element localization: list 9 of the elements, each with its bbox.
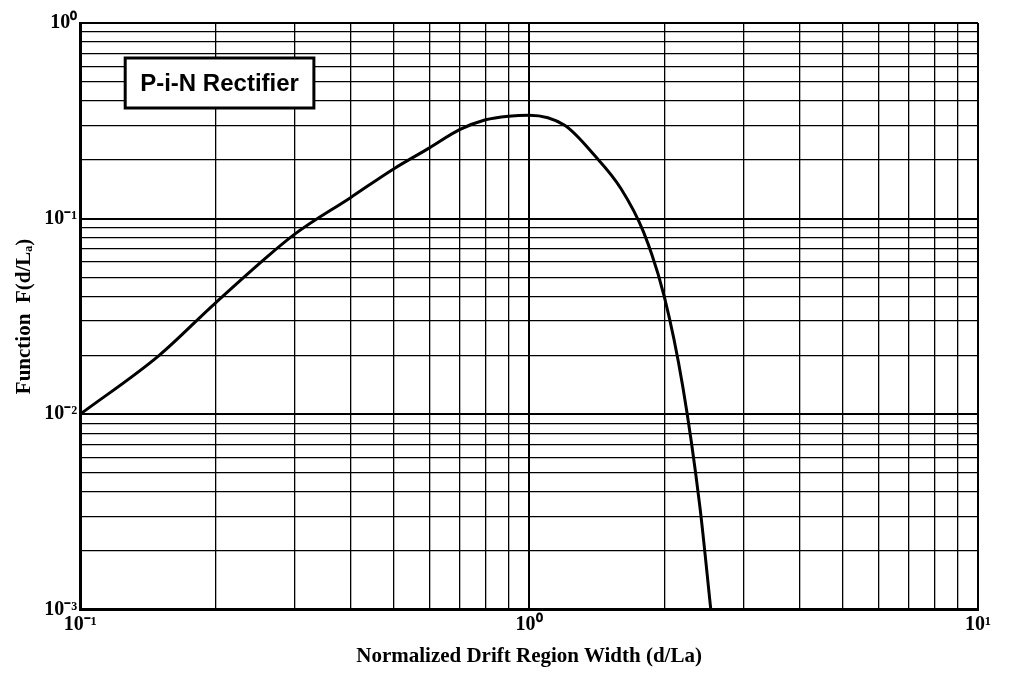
x-axis-title: Normalized Drift Region Width (d/La) [356, 642, 702, 667]
y-tick-label: 10⁰ [50, 10, 78, 33]
y-tick-label: 10⁻² [44, 401, 78, 424]
y-axis-title: Function F(d/Lₐ) [11, 238, 36, 395]
x-tick-label: 10¹ [965, 611, 991, 634]
x-tick-label: 10⁻¹ [63, 611, 97, 634]
annotation: P-i-N Rectifier [140, 68, 299, 96]
y-tick-label: 10⁻¹ [44, 205, 78, 228]
x-tick-label: 10⁰ [515, 611, 543, 634]
